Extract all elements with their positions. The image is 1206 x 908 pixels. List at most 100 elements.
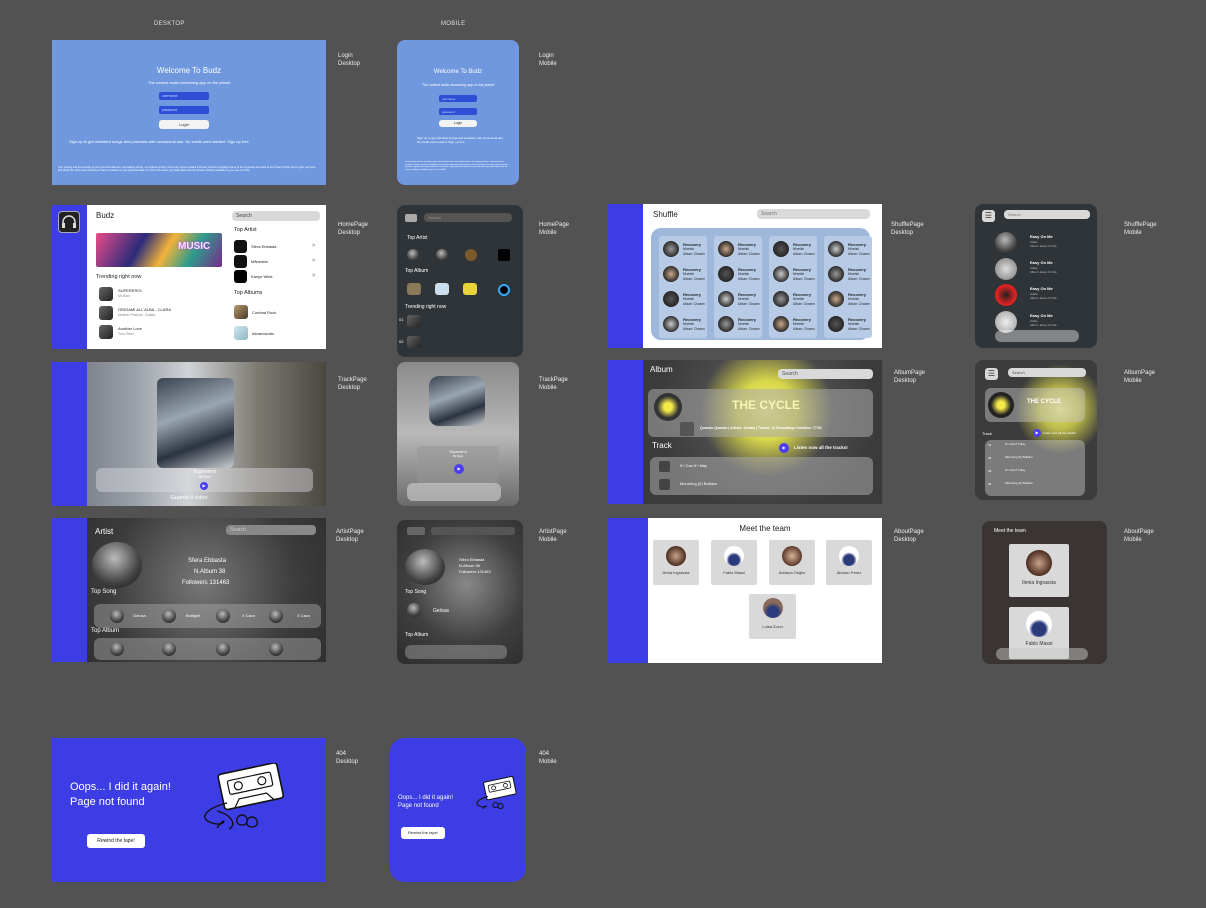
album-cover[interactable] [498, 284, 510, 296]
album-mobile-cover[interactable] [988, 392, 1014, 418]
shuffle-card[interactable]: Recovery Mrvelsh Album: Chosen [826, 263, 872, 285]
team-member-card[interactable]: Adriana Origlio [769, 540, 815, 585]
album-cover[interactable] [407, 283, 421, 295]
shuffle-card[interactable]: Recovery Mrvelsh Album: Chosen [661, 238, 707, 260]
shuffle-card[interactable]: Recovery Mrvelsh Album: Chosen [826, 238, 872, 260]
track-name[interactable]: If I Can If I May [1005, 468, 1026, 472]
team-member-card[interactable]: Ilenia Ingrassia [1009, 544, 1069, 597]
artist-row[interactable]: Kanye West ★ [234, 270, 322, 283]
login-mobile-signup[interactable]: Sign up to get unlimited songs and podca… [417, 136, 504, 144]
artist-avatar[interactable] [465, 249, 477, 261]
menu-icon[interactable]: ☰ [982, 210, 995, 222]
shuffle-card[interactable]: Recovery Mrvelsh Album: Chosen [771, 288, 817, 310]
song-avatar[interactable] [216, 609, 230, 623]
album-cover[interactable] [463, 283, 477, 295]
rewind-button[interactable]: Rewind the tape! [87, 834, 145, 848]
home-mobile-search[interactable]: Search [424, 213, 512, 222]
menu-icon[interactable] [405, 214, 417, 222]
song-avatar[interactable] [407, 603, 421, 617]
artist-avatar[interactable] [436, 249, 448, 261]
login-button[interactable]: Login [159, 120, 209, 129]
listen-now-label[interactable]: Listen now all the tracks! [794, 445, 848, 450]
login-mobile-username[interactable]: username [439, 95, 477, 102]
artist-row[interactable]: Sfera Ebbasta ★ [234, 240, 322, 253]
music-banner[interactable]: MUSIC [96, 233, 222, 267]
trending-item[interactable]: SUPEREROI Mr.Rain [99, 286, 229, 304]
signup-text[interactable]: Sign up to get unlimited songs and podca… [69, 139, 249, 144]
team-member-card[interactable]: Ilenia Ingrassia [653, 540, 699, 585]
shuffle-card[interactable]: Recovery Mrvelsh Album: Chosen [716, 288, 762, 310]
trending-thumb[interactable] [407, 336, 421, 348]
star-icon[interactable]: ★ [311, 258, 317, 264]
shuffle-card[interactable]: Recovery Mrvelsh Album: Chosen [771, 238, 817, 260]
play-icon[interactable]: ▶ [454, 464, 464, 474]
album-avatar[interactable] [110, 642, 124, 656]
album-avatar[interactable] [269, 642, 283, 656]
shuffle-mobile-search[interactable]: Search [1004, 210, 1090, 219]
album-avatar[interactable] [216, 642, 230, 656]
song-avatar[interactable] [110, 609, 124, 623]
album-track-row[interactable]: Mourning (II) Bullduo [652, 478, 802, 492]
track-name[interactable]: Mourning (II) Bullduo [1005, 481, 1033, 485]
album-mobile-listen[interactable]: Listen now all the tracks! [1043, 431, 1076, 435]
shuffle-card[interactable]: Recovery Mrvelsh Album: Chosen [661, 288, 707, 310]
album-cover[interactable] [654, 393, 682, 421]
shuffle-mobile-item[interactable]: Easy On Me Adele Album: Easy On Me [995, 258, 1095, 280]
menu-icon[interactable]: ☰ [985, 368, 998, 380]
username-input[interactable]: username [159, 92, 209, 100]
shuffle-card[interactable]: Recovery Mrvelsh Album: Chosen [771, 263, 817, 285]
artist-mobile-album-bar[interactable] [405, 645, 507, 659]
shuffle-card[interactable]: Recovery Mrvelsh Album: Chosen [826, 313, 872, 335]
shuffle-card[interactable]: Recovery Mrvelsh Album: Chosen [826, 288, 872, 310]
shuffle-mobile-item[interactable]: Easy On Me Adele Album: Easy On Me [995, 232, 1095, 254]
track-mobile-bar[interactable] [407, 483, 501, 501]
star-icon[interactable]: ★ [311, 273, 317, 279]
home-search-input[interactable]: Search [232, 211, 320, 221]
headphones-icon[interactable] [58, 211, 80, 233]
menu-icon[interactable] [407, 527, 425, 535]
team-member-card[interactable]: Alessio Perez [826, 540, 872, 585]
artist-avatar[interactable] [498, 249, 510, 261]
shuffle-mobile-item[interactable]: Easy On Me Adele Album: Easy On Me [995, 284, 1095, 306]
trending-item[interactable]: ORIGAMI ALL'ALBA - CLARA Mattino Festiva… [99, 305, 229, 323]
shuffle-card[interactable]: Recovery Mrvelsh Album: Chosen [661, 263, 707, 285]
about-mobile-bar[interactable] [996, 648, 1088, 660]
album-track-row[interactable]: If I Can If I May [652, 460, 802, 474]
shuffle-card[interactable]: Recovery Mrvelsh Album: Chosen [716, 313, 762, 335]
album-avatar[interactable] [162, 642, 176, 656]
play-all-icon[interactable]: ▶ [779, 443, 789, 453]
artist-search[interactable]: Search [226, 525, 316, 535]
shuffle-mobile-item[interactable]: Easy On Me Adele Album: Easy On Me [995, 311, 1095, 333]
shuffle-card[interactable]: Recovery Mrvelsh Album: Chosen [661, 313, 707, 335]
trending-item[interactable]: Another Love Tom Odell [99, 324, 229, 342]
song-avatar[interactable] [162, 609, 176, 623]
team-member-card[interactable]: Fabio Massi [711, 540, 757, 585]
song-avatar[interactable] [269, 609, 283, 623]
artist-avatar[interactable] [407, 249, 419, 261]
artist-mobile-search[interactable] [431, 527, 515, 535]
star-icon[interactable]: ★ [311, 243, 317, 249]
team-member-card[interactable]: Luisa Zocci [749, 594, 796, 639]
play-all-icon[interactable]: ▶ [1033, 429, 1041, 437]
album-search[interactable]: Search [778, 369, 873, 379]
album-cover[interactable] [435, 283, 449, 295]
trending-thumb[interactable] [407, 315, 421, 327]
track-mobile-cover[interactable] [429, 376, 485, 426]
shuffle-card[interactable]: Recovery Mrvelsh Album: Chosen [716, 238, 762, 260]
album-mobile-search[interactable]: Search [1008, 368, 1086, 377]
password-input[interactable]: password [159, 106, 209, 114]
login-mobile-button[interactable]: Login [439, 120, 477, 127]
track-cover-art[interactable] [157, 378, 234, 468]
album-row[interactable]: Inkasmorato [234, 326, 322, 340]
login-mobile-password[interactable]: password [439, 108, 477, 115]
shuffle-search[interactable]: Search [757, 209, 870, 219]
album-row[interactable]: Combat Rock [234, 305, 322, 319]
watch-video-link[interactable]: Guarda il video [170, 495, 208, 501]
rewind-mobile-button[interactable]: Rewind the tape! [401, 827, 445, 839]
track-name[interactable]: If I Can If I May [1005, 442, 1026, 446]
shuffle-card[interactable]: Recovery Mrvelsh Album: Chosen [716, 263, 762, 285]
player-bar[interactable] [995, 330, 1079, 342]
play-icon[interactable]: ▶ [200, 482, 208, 490]
track-name[interactable]: Mourning (II) Bullduo [1005, 455, 1033, 459]
artist-row[interactable]: Måneskin ★ [234, 255, 322, 268]
